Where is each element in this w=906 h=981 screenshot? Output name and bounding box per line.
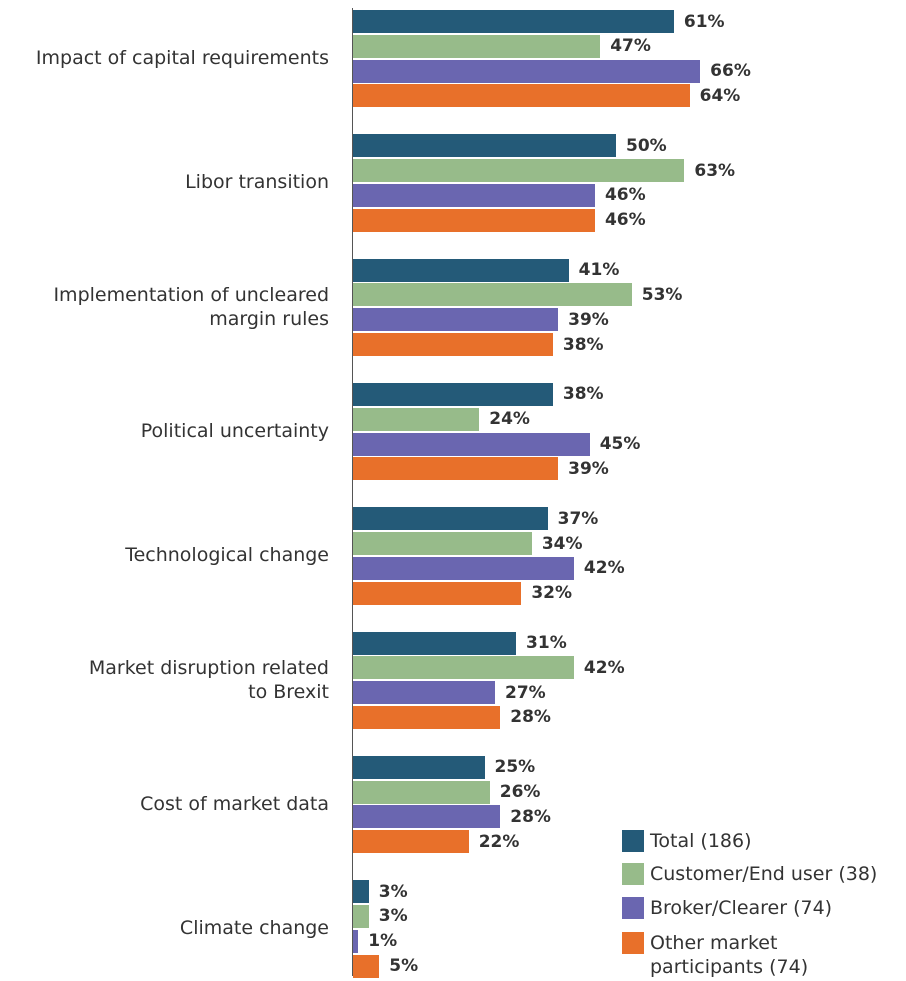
bar xyxy=(353,10,674,33)
bar xyxy=(353,929,359,953)
bar xyxy=(353,34,601,58)
legend-label: Other market participants (74) xyxy=(650,932,809,978)
bar xyxy=(353,880,369,904)
bar xyxy=(353,308,559,332)
category-label: Cost of market data xyxy=(140,792,329,815)
value-label: 66% xyxy=(710,61,751,82)
bar xyxy=(353,84,690,108)
legend-swatch xyxy=(622,897,644,919)
bar xyxy=(353,507,548,531)
category-label: Implementation of uncleared margin rules xyxy=(53,283,329,330)
category-label: Technological change xyxy=(125,544,329,567)
legend-label: Customer/End user (38) xyxy=(650,863,878,885)
value-label: 5% xyxy=(389,956,419,976)
value-label: 27% xyxy=(505,682,546,703)
bar xyxy=(353,805,501,829)
bar xyxy=(353,631,517,655)
value-label: 46% xyxy=(604,210,646,231)
bar xyxy=(353,407,480,431)
category-label: Market disruption related to Brexit xyxy=(88,656,329,703)
value-label: 61% xyxy=(683,11,725,32)
value-label: 64% xyxy=(699,85,741,106)
value-label: 47% xyxy=(610,36,651,57)
legend-label: Total (186) xyxy=(650,830,752,852)
legend-swatch xyxy=(622,863,644,885)
bar xyxy=(353,954,380,978)
value-label: 28% xyxy=(510,806,551,827)
value-label: 37% xyxy=(557,508,599,529)
bar xyxy=(353,705,501,729)
bar xyxy=(353,581,522,605)
bar xyxy=(353,532,532,555)
value-label: 46% xyxy=(604,185,646,206)
bar xyxy=(353,382,553,406)
legend-swatch xyxy=(622,830,644,852)
value-label: 3% xyxy=(378,906,408,927)
bar xyxy=(353,159,685,183)
legend-label: Broker/Clearer (74) xyxy=(650,897,833,919)
value-label: 63% xyxy=(694,160,736,181)
bar xyxy=(353,755,485,779)
category-label: Political uncertainty xyxy=(140,419,329,442)
bar xyxy=(353,432,590,456)
value-label: 45% xyxy=(599,434,641,454)
bar xyxy=(353,283,632,307)
value-label: 1% xyxy=(368,931,398,952)
bar xyxy=(353,333,553,356)
value-label: 34% xyxy=(541,533,583,554)
value-label: 22% xyxy=(478,831,520,852)
value-label: 26% xyxy=(499,782,541,803)
bar xyxy=(353,208,595,232)
value-label: 42% xyxy=(583,558,625,579)
value-label: 3% xyxy=(378,881,408,902)
category-label: Impact of capital requirements xyxy=(35,47,329,69)
bar xyxy=(353,59,701,83)
bar xyxy=(353,904,369,928)
value-label: 32% xyxy=(531,583,573,604)
value-label: 41% xyxy=(578,260,620,281)
value-label: 42% xyxy=(583,657,625,678)
value-label: 28% xyxy=(510,707,551,728)
value-label: 53% xyxy=(641,284,683,305)
value-label: 24% xyxy=(489,409,530,430)
bar xyxy=(353,681,496,705)
value-label: 39% xyxy=(568,309,609,330)
value-label: 31% xyxy=(526,633,567,653)
bar xyxy=(353,183,595,207)
bar xyxy=(353,258,569,282)
bar xyxy=(353,134,616,158)
legend-swatch xyxy=(622,932,644,954)
value-label: 39% xyxy=(568,458,609,479)
bar xyxy=(353,780,490,804)
bar xyxy=(353,457,559,481)
bar xyxy=(353,830,469,854)
value-label: 38% xyxy=(562,334,604,355)
bar xyxy=(353,556,574,580)
axis-line xyxy=(352,8,353,976)
bar xyxy=(353,656,574,680)
value-label: 38% xyxy=(562,384,604,405)
value-label: 50% xyxy=(626,135,667,156)
category-label: Climate change xyxy=(179,917,329,940)
category-label: Libor transition xyxy=(185,171,329,194)
value-label: 25% xyxy=(494,757,536,778)
